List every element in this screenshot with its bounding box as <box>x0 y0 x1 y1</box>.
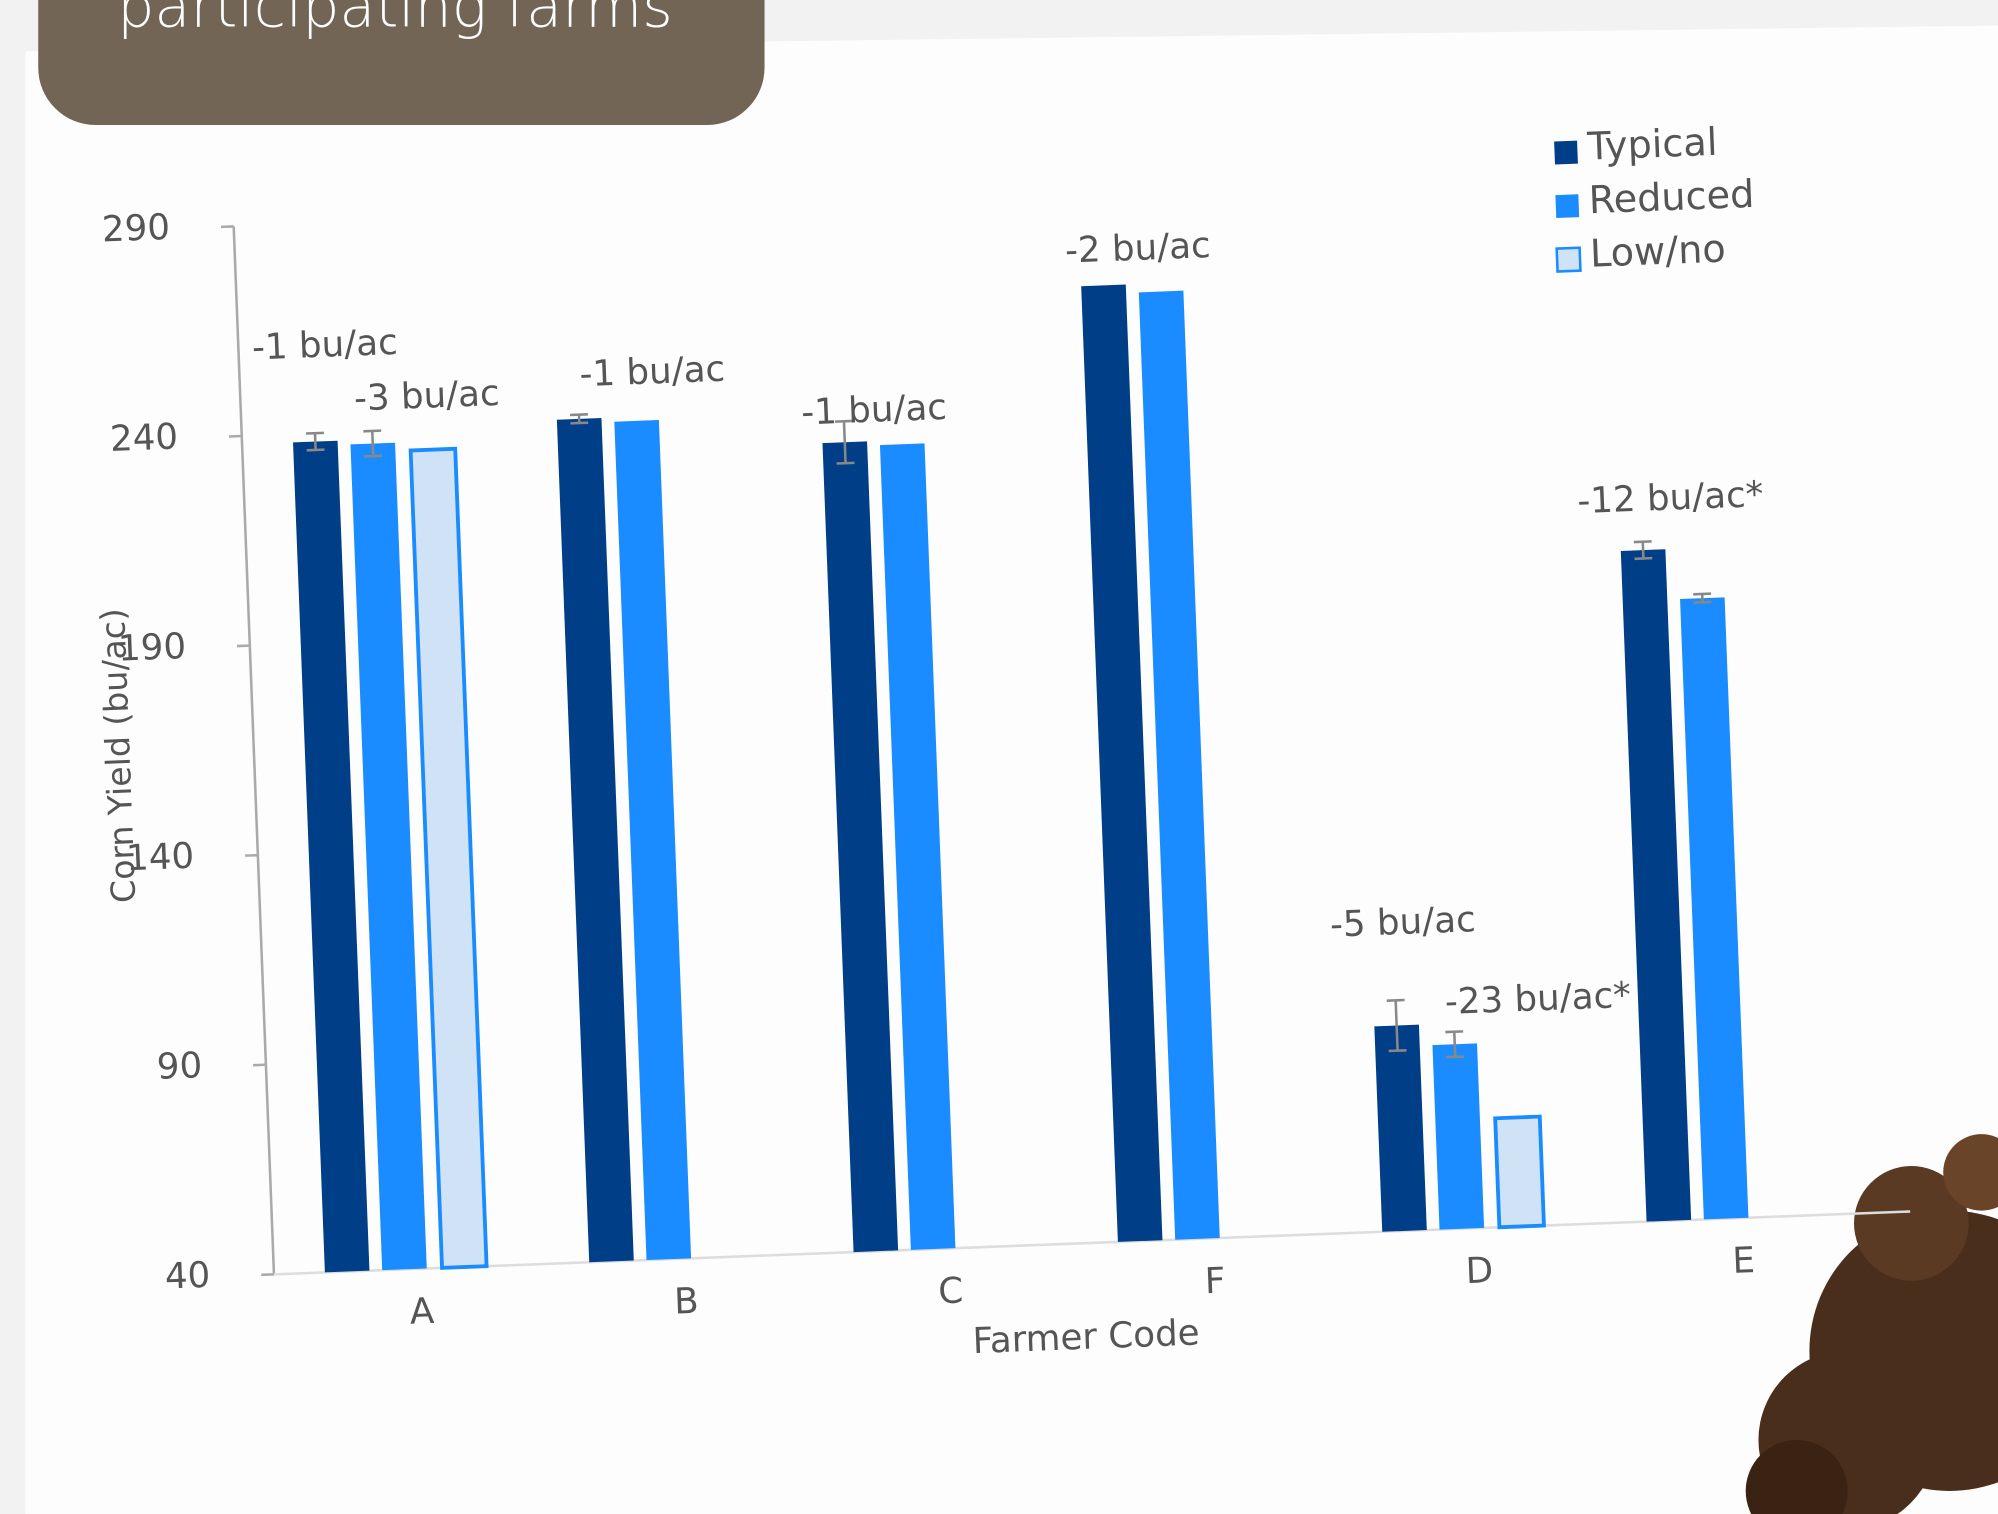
x-axis-title: Farmer Code <box>972 1312 1200 1362</box>
bar <box>1081 284 1163 1242</box>
error-cap <box>1445 1030 1464 1034</box>
x-tick-label: F <box>1204 1260 1226 1302</box>
bar <box>1432 1043 1485 1230</box>
bar <box>614 419 692 1261</box>
legend-label: Reduced <box>1588 173 1755 223</box>
bar <box>879 443 956 1250</box>
error-cap <box>836 461 855 465</box>
legend-swatch <box>1554 140 1578 165</box>
y-axis <box>232 226 276 1275</box>
error-cap <box>1388 1049 1407 1053</box>
annotation: -12 bu/ac* <box>1577 474 1765 522</box>
error-cap <box>1386 998 1405 1002</box>
error-cap <box>306 448 325 452</box>
annotation: -3 bu/ac <box>353 373 500 420</box>
x-tick-label: B <box>673 1281 699 1323</box>
bar <box>408 446 489 1270</box>
annotation: -5 bu/ac <box>1329 899 1476 946</box>
error-bar <box>313 433 317 451</box>
bar <box>1138 290 1220 1240</box>
error-bar <box>1394 1000 1399 1051</box>
title-box <box>38 0 765 125</box>
error-cap <box>306 431 324 435</box>
bar <box>1620 549 1692 1222</box>
x-tick-label: C <box>937 1271 963 1313</box>
annotation: -23 bu/ac* <box>1444 975 1632 1023</box>
page-title: participating farms <box>117 0 673 40</box>
y-tick-label: 240 <box>109 416 179 460</box>
y-tick-label: 90 <box>156 1045 203 1088</box>
error-cap <box>363 429 382 433</box>
y-tick-label: 190 <box>117 626 187 670</box>
error-cap <box>570 413 588 417</box>
error-cap <box>570 421 589 425</box>
error-bar <box>1641 541 1645 559</box>
x-axis <box>273 1210 1911 1276</box>
error-cap <box>1446 1055 1465 1059</box>
annotation: -1 bu/ac <box>801 387 948 434</box>
error-bar <box>370 430 375 457</box>
error-cap <box>1634 556 1653 561</box>
error-cap <box>364 454 383 458</box>
y-tick-label: 40 <box>164 1255 211 1298</box>
error-cap <box>1693 600 1712 604</box>
annotation: -2 bu/ac <box>1064 225 1211 272</box>
bar <box>1374 1024 1427 1232</box>
bar <box>350 442 427 1271</box>
bar <box>822 441 899 1253</box>
legend-label: Typical <box>1586 121 1719 170</box>
x-tick-label: E <box>1732 1240 1756 1282</box>
bar <box>1493 1114 1546 1230</box>
bar <box>1680 597 1749 1220</box>
bar <box>293 440 370 1273</box>
annotation: -1 bu/ac <box>251 322 398 369</box>
error-cap <box>835 419 853 423</box>
annotation: -1 bu/ac <box>579 349 726 396</box>
soil <box>1745 1134 1998 1514</box>
error-bar <box>1452 1031 1457 1057</box>
y-tick-label: 140 <box>125 836 195 880</box>
y-tick-label: 290 <box>101 207 171 251</box>
bar <box>556 417 634 1263</box>
error-cap <box>1693 592 1712 596</box>
x-tick-label: D <box>1465 1250 1494 1292</box>
error-bar <box>842 421 847 464</box>
x-tick-label: A <box>409 1291 436 1333</box>
legend-swatch <box>1555 246 1582 273</box>
legend-label: Low/no <box>1589 228 1726 277</box>
legend-swatch <box>1555 194 1580 218</box>
error-cap <box>1633 540 1652 544</box>
